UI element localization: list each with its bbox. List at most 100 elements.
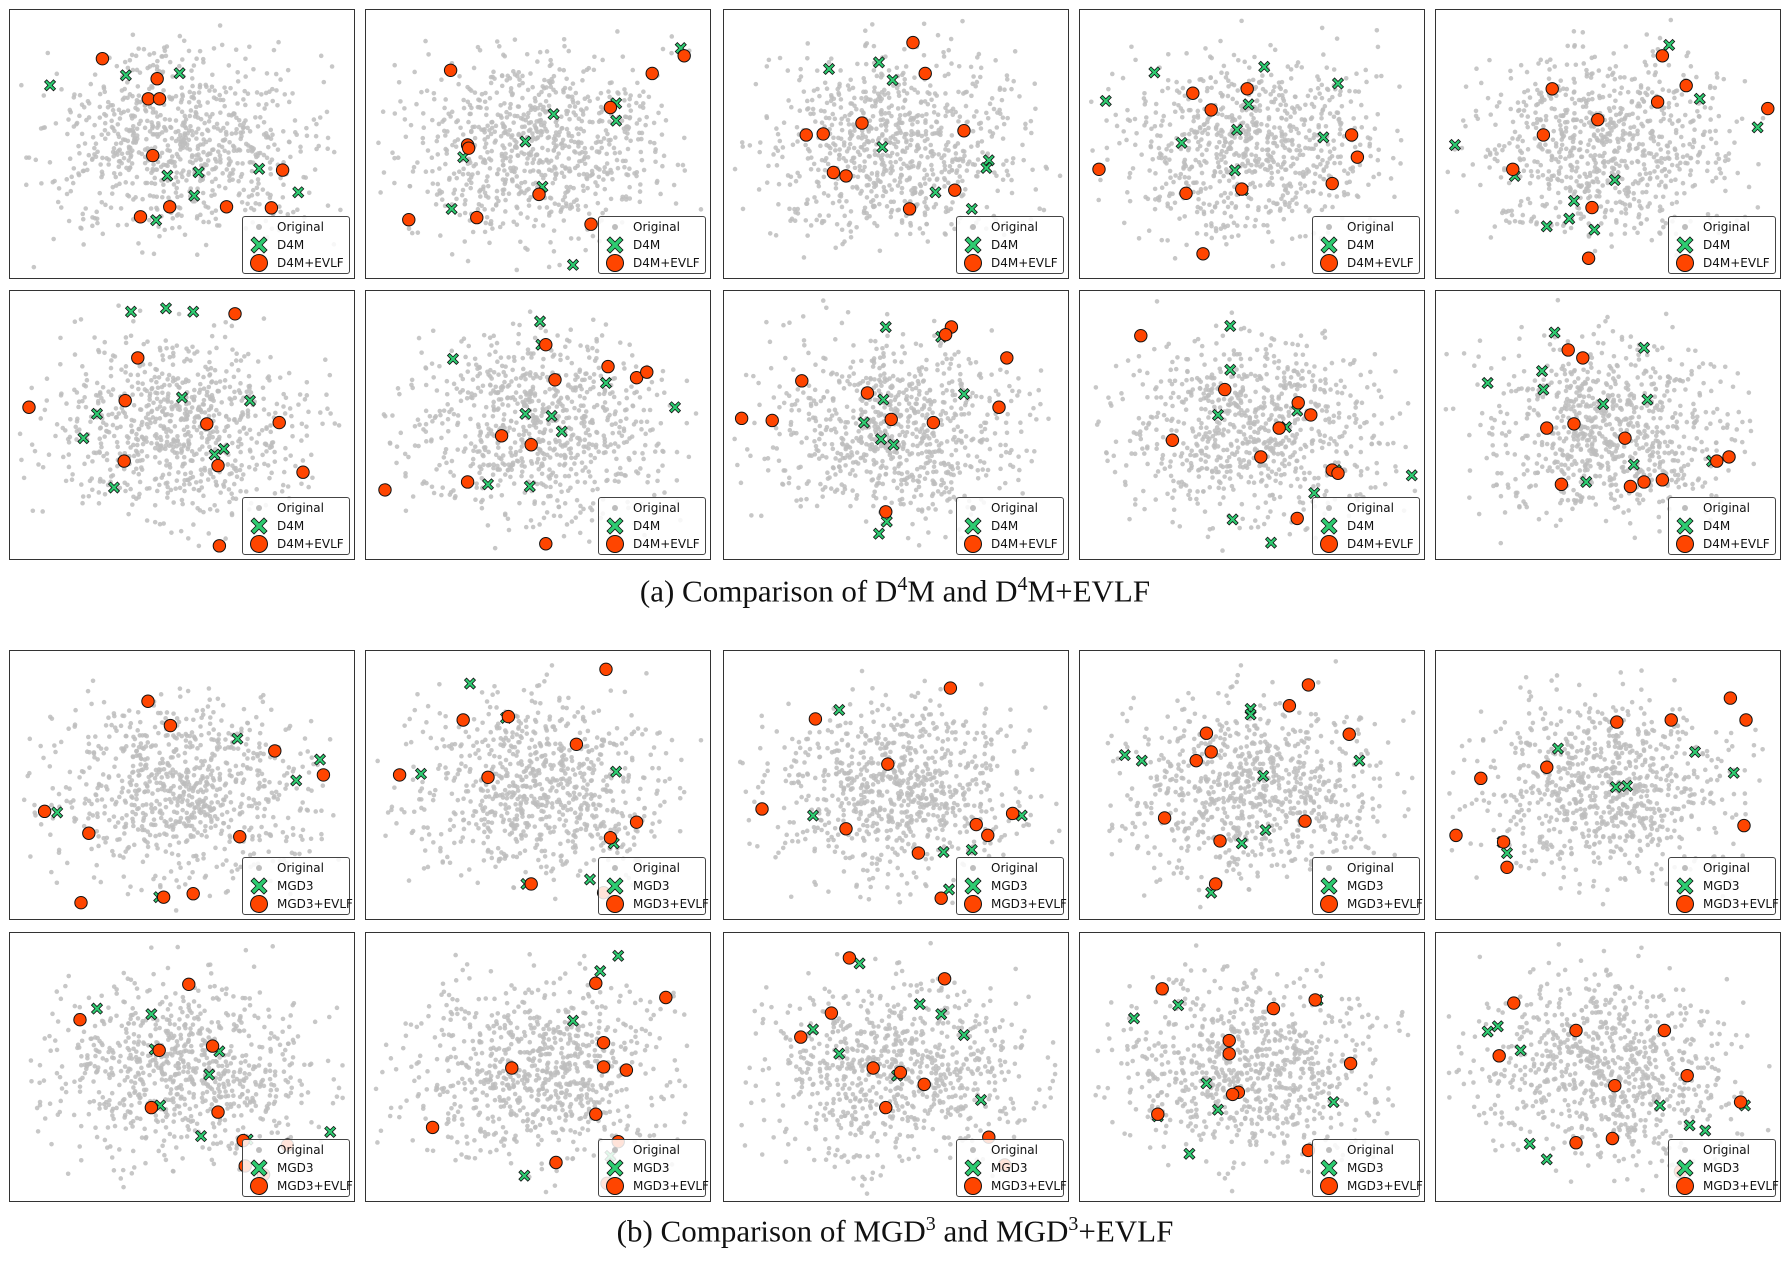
original-point	[233, 458, 238, 463]
original-point	[1245, 203, 1251, 209]
original-point	[1268, 42, 1273, 48]
original-point	[273, 71, 279, 77]
original-point	[1167, 191, 1173, 196]
original-point	[1010, 160, 1015, 166]
original-point	[1607, 132, 1613, 137]
original-point	[217, 153, 223, 158]
original-point	[17, 431, 23, 437]
original-point	[488, 74, 494, 80]
original-point	[546, 103, 552, 109]
original-point	[1388, 176, 1394, 181]
original-point	[1586, 195, 1591, 201]
original-point	[231, 417, 237, 423]
original-point	[1651, 138, 1657, 144]
original-point	[99, 199, 105, 205]
original-point	[270, 132, 275, 138]
original-point	[177, 225, 182, 230]
original-point	[182, 432, 188, 438]
original-point	[852, 128, 857, 133]
original-point	[835, 86, 841, 92]
original-point	[149, 170, 154, 176]
original-point	[433, 202, 439, 207]
original-point	[1106, 86, 1111, 92]
original-point	[161, 182, 166, 188]
original-point	[938, 129, 943, 135]
original-point	[598, 90, 604, 96]
original-point	[564, 108, 569, 114]
original-point	[135, 437, 141, 443]
original-point	[1561, 86, 1566, 91]
original-point	[1162, 159, 1168, 165]
original-point	[1098, 177, 1103, 183]
original-point	[168, 159, 173, 164]
original-point	[551, 148, 557, 153]
original-point	[1271, 88, 1276, 94]
original-point	[236, 147, 242, 152]
original-point	[320, 421, 325, 427]
original-point	[488, 131, 494, 137]
scatter-panel: Original D4M D4M+EVLF	[365, 290, 711, 560]
original-point	[1650, 129, 1655, 134]
original-point	[1121, 129, 1126, 134]
original-point	[1163, 181, 1169, 187]
original-point	[136, 93, 142, 98]
original-point	[277, 204, 282, 209]
original-point	[207, 114, 213, 120]
original-point	[1668, 17, 1674, 23]
original-point	[968, 64, 974, 70]
original-point	[1134, 130, 1139, 136]
original-point	[1618, 110, 1624, 115]
baseline-point	[1540, 220, 1553, 233]
original-point	[457, 73, 462, 79]
legend-original: Original	[243, 218, 349, 236]
original-point	[548, 240, 553, 245]
original-point	[928, 142, 934, 148]
original-point	[875, 137, 881, 143]
original-point	[819, 120, 825, 126]
original-point	[740, 144, 746, 149]
original-point	[41, 93, 47, 98]
original-point	[95, 398, 101, 404]
original-point	[214, 345, 219, 351]
original-point	[1363, 67, 1369, 73]
original-point	[884, 118, 890, 124]
original-point	[188, 409, 193, 415]
original-point	[1274, 143, 1280, 149]
original-point	[576, 144, 581, 149]
original-point	[1572, 111, 1577, 116]
original-point	[1723, 188, 1728, 194]
original-point	[1191, 118, 1196, 124]
original-point	[154, 432, 159, 437]
original-point	[139, 449, 145, 454]
original-point	[204, 84, 209, 90]
original-point	[467, 86, 472, 92]
original-point	[456, 169, 462, 175]
original-point	[1133, 57, 1138, 63]
original-point	[261, 407, 267, 412]
original-point	[247, 129, 253, 134]
original-point	[1220, 105, 1226, 110]
original-point	[1600, 127, 1605, 132]
original-point	[508, 101, 513, 107]
original-point	[880, 193, 886, 199]
original-point	[244, 389, 250, 395]
original-point	[137, 70, 143, 75]
original-point	[146, 425, 151, 430]
original-point	[263, 135, 269, 140]
original-point	[599, 145, 605, 151]
original-point	[896, 89, 901, 95]
original-point	[171, 350, 176, 356]
original-point	[1669, 201, 1675, 207]
original-point	[79, 131, 85, 137]
original-point	[259, 92, 264, 97]
original-point	[115, 463, 120, 469]
original-point	[862, 205, 868, 211]
original-point	[115, 152, 120, 157]
original-point	[837, 147, 842, 152]
original-point	[198, 467, 204, 473]
original-point	[167, 418, 173, 424]
original-point	[225, 423, 231, 429]
original-point	[558, 207, 564, 213]
original-point	[268, 127, 274, 133]
original-point	[1613, 200, 1619, 206]
